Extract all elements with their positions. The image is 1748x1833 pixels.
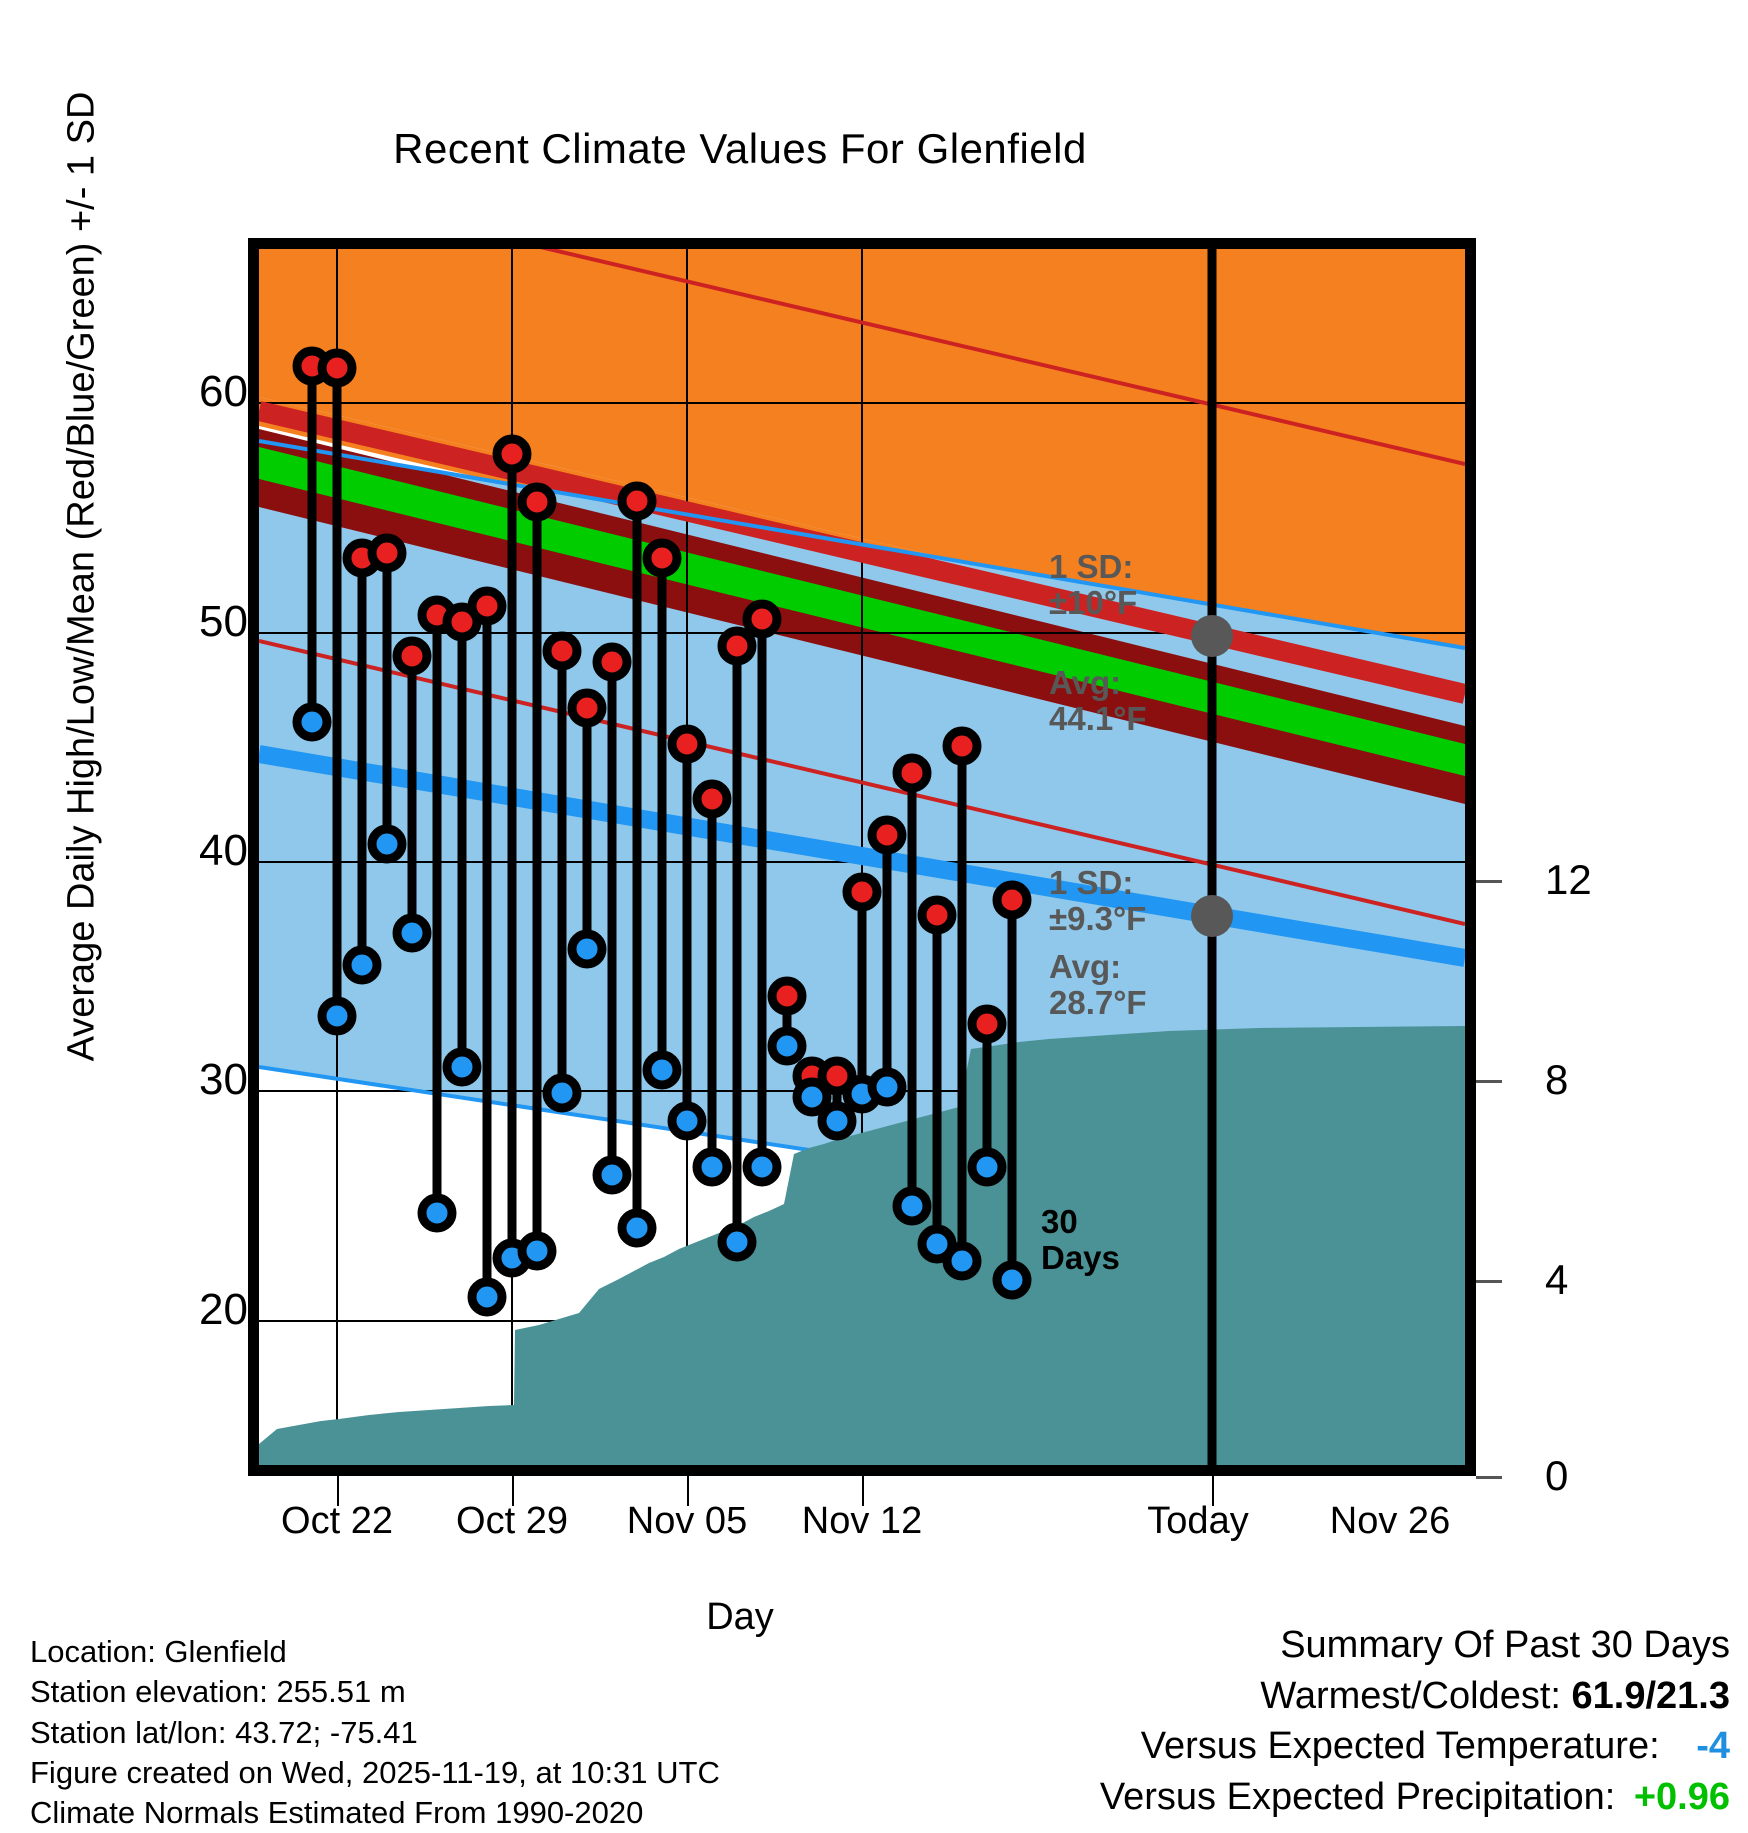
ytick-right-8: 8 [1545, 1056, 1569, 1103]
chart-plot-area: 1 SD: ±10°F Avg: 44.1°F 1 SD: ±9.3°F Avg… [248, 238, 1476, 1476]
today-low-normal-marker [1191, 895, 1233, 937]
xtick-mark-2 [687, 1476, 689, 1506]
vs-precip-label: Versus Expected Precipitation: [1099, 1775, 1616, 1818]
annotation-sd-low: 1 SD: ±9.3°F [1049, 864, 1147, 938]
metadata-normals: Climate Normals Estimated From 1990-2020 [30, 1795, 644, 1831]
warmest-coldest-value: 61.9/21.3 [1571, 1674, 1730, 1717]
annotation-avg-high: Avg: 44.1°F [1049, 664, 1147, 738]
page-title: Recent Climate Values For Glenfield [393, 125, 1087, 172]
cumulative-precip-area [259, 1026, 1465, 1465]
ytick-right-0: 0 [1545, 1452, 1569, 1499]
ytick-left-50: 50 [199, 597, 248, 646]
rtick-mark-0 [1476, 1476, 1502, 1479]
xtick-mark-0 [337, 1476, 339, 1506]
ytick-left-30: 30 [199, 1055, 248, 1104]
xtick-mark-5 [1212, 1476, 1214, 1506]
summary-panel: Summary Of Past 30 Days Warmest/Coldest:… [1100, 1620, 1730, 1822]
summary-vs-precipitation: Versus Expected Precipitation: +0.96 [1100, 1772, 1730, 1823]
xtick-label-nov-12: Nov 12 [801, 1500, 923, 1542]
metadata-created: Figure created on Wed, 2025-11-19, at 10… [30, 1754, 720, 1790]
metadata-location: Location: Glenfield [30, 1634, 287, 1669]
observed-high-markers [292, 346, 1032, 1096]
rtick-mark-12 [1476, 880, 1502, 883]
metadata-elevation: Station elevation: 255.51 m [30, 1674, 406, 1710]
vs-precip-value: +0.96 [1633, 1775, 1730, 1818]
rtick-mark-4 [1476, 1280, 1502, 1283]
chart-canvas: 1 SD: ±10°F Avg: 44.1°F 1 SD: ±9.3°F Avg… [259, 249, 1465, 1465]
xtick-mark-1 [512, 1476, 514, 1506]
metadata-latlon: Station lat/lon: 43.72; -75.41 [30, 1714, 418, 1750]
y-axis-label-left: Average Daily High/Low/Mean (Red/Blue/Gr… [60, 91, 103, 1062]
annotation-period-30-days: 30 Days [1041, 1203, 1120, 1277]
ytick-right-4: 4 [1545, 1256, 1569, 1303]
vs-temp-label: Versus Expected Temperature: [1140, 1725, 1660, 1768]
xtick-label-nov-05: Nov 05 [626, 1500, 748, 1542]
xtick-label-oct-29: Oct 29 [456, 1500, 568, 1542]
high-normal-upper-edge [540, 249, 1465, 466]
annotation-avg-low: Avg: 28.7°F [1049, 948, 1147, 1022]
xtick-label-nov-26: Nov 26 [1329, 1500, 1451, 1542]
summary-vs-temperature: Versus Expected Temperature: -4 [1100, 1721, 1730, 1772]
summary-warmest-coldest: Warmest/Coldest: 61.9/21.3 [1100, 1671, 1730, 1722]
annotation-sd-high: 1 SD: ±10°F [1049, 548, 1138, 622]
ytick-left-60: 60 [199, 367, 248, 416]
xtick-label-today: Today [1147, 1500, 1249, 1542]
x-axis-label: Day [706, 1596, 774, 1638]
observed-daily-range-stems [307, 249, 1217, 1465]
station-metadata: Location: Glenfield Station elevation: 2… [30, 1632, 720, 1833]
climate-chart-svg [259, 249, 1465, 1465]
rtick-mark-8 [1476, 1080, 1502, 1083]
vs-temp-value: -4 [1696, 1725, 1730, 1768]
xtick-mark-3 [862, 1476, 864, 1506]
observed-low-markers [292, 702, 1032, 1317]
low-normal-upper-edge [259, 439, 1465, 650]
today-high-normal-marker [1191, 615, 1233, 657]
ytick-right-12: 12 [1545, 856, 1592, 903]
xtick-label-oct-22: Oct 22 [281, 1500, 393, 1542]
high-normal-avg-line [259, 401, 1465, 704]
summary-heading: Summary Of Past 30 Days [1280, 1624, 1730, 1666]
ytick-left-20: 20 [199, 1285, 248, 1334]
warmest-coldest-label: Warmest/Coldest: [1260, 1674, 1561, 1717]
ytick-left-40: 40 [199, 826, 248, 875]
